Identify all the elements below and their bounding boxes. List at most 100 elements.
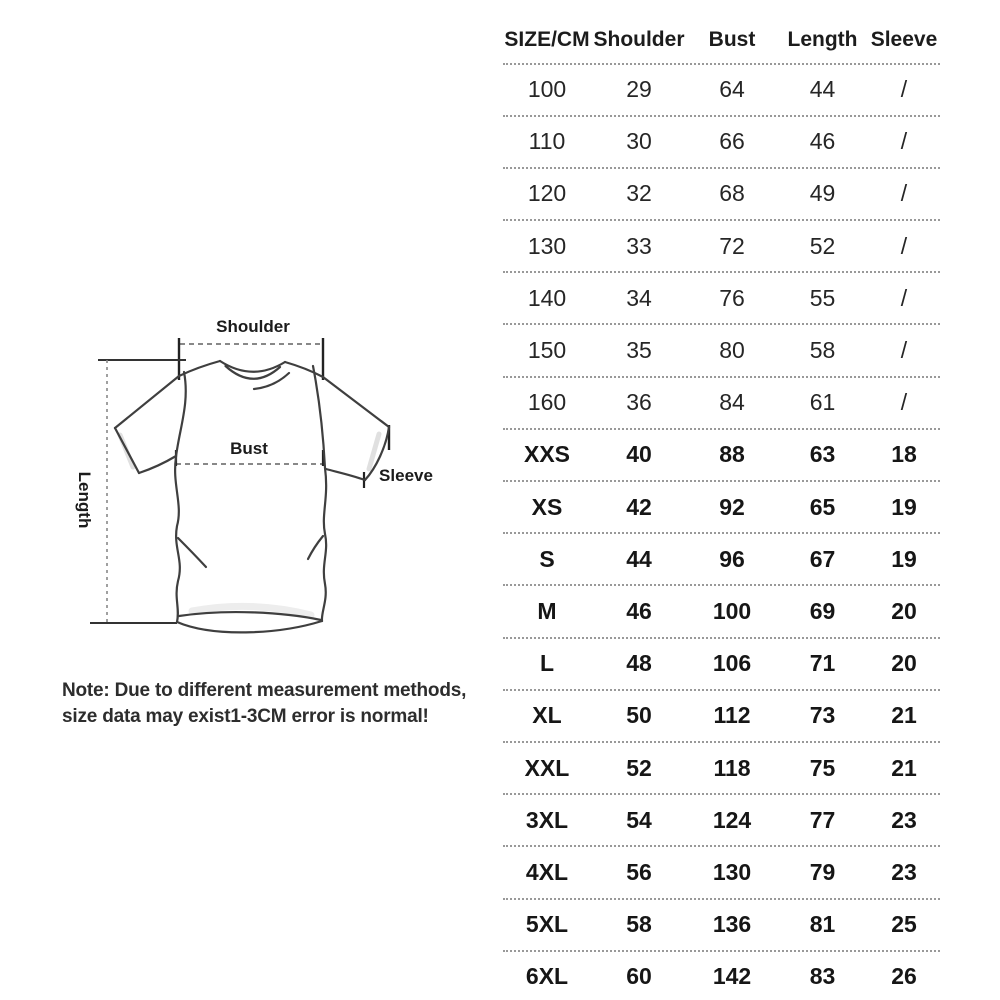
table-row: M 46 100 69 20: [503, 586, 940, 639]
measurement-cell: 88: [719, 441, 745, 468]
measurement-cell: 40: [626, 441, 652, 468]
shoulder-label: Shoulder: [216, 317, 290, 336]
size-label-cell: L: [539, 650, 555, 677]
measurement-cell: 136: [712, 911, 752, 938]
shirt-shading: [117, 431, 382, 619]
measurement-cell: /: [900, 180, 908, 207]
table-row: XS 42 92 65 19: [503, 482, 940, 535]
table-row: XL 50 112 73 21: [503, 691, 940, 743]
measurement-cell: 100: [712, 597, 752, 624]
table-row: 150 35 80 58 /: [503, 325, 940, 378]
measurement-cell: 63: [809, 441, 836, 468]
measurement-cell: 67: [809, 545, 836, 572]
measurement-cell: 80: [719, 337, 745, 364]
measurement-cell: 75: [809, 754, 836, 781]
table-row: 100 29 64 44 /: [503, 65, 940, 117]
measurement-cell: 32: [626, 180, 652, 207]
measurement-cell: 21: [891, 702, 917, 729]
measurement-cell: 23: [891, 806, 917, 833]
size-label-cell: M: [537, 597, 557, 624]
measurement-cell: 72: [719, 232, 745, 259]
size-label-cell: S: [539, 545, 555, 572]
measurement-cell: 83: [809, 963, 836, 990]
size-label-cell: 120: [527, 180, 567, 207]
measurement-cell: /: [900, 76, 908, 103]
note-line-1: Note: Due to different measurement metho…: [62, 680, 467, 701]
tshirt-diagram: [90, 338, 391, 634]
table-row: 4XL 56 130 79 23: [503, 847, 940, 900]
bust-label: Bust: [230, 439, 268, 458]
table-row: 110 30 66 46 /: [503, 117, 940, 169]
measurement-cell: 81: [809, 911, 836, 938]
measurement-cell: 33: [626, 232, 652, 259]
measurement-cell: /: [900, 389, 908, 416]
size-label-cell: 140: [527, 284, 567, 311]
measurement-cell: 20: [891, 597, 917, 624]
note-line-2: size data may exist1-3CM error is normal…: [62, 706, 429, 727]
measurement-cell: 61: [809, 389, 836, 416]
measurement-cell: 58: [626, 911, 652, 938]
header-shoulder: Shoulder: [593, 27, 685, 51]
header-length: Length: [787, 27, 858, 51]
measurement-cell: 46: [626, 597, 652, 624]
measurement-cell: 76: [719, 284, 745, 311]
measurement-cell: 42: [626, 493, 652, 520]
measurement-cell: 21: [891, 754, 917, 781]
table-row: 140 34 76 55 /: [503, 273, 940, 326]
measurement-cell: 65: [809, 493, 836, 520]
measurement-cell: 19: [891, 545, 917, 572]
size-label-cell: 6XL: [525, 963, 569, 990]
size-label-cell: 4XL: [525, 858, 569, 885]
table-row: 160 36 84 61 /: [503, 378, 940, 430]
measurement-cell: 44: [626, 545, 652, 572]
measurement-cell: 44: [809, 76, 836, 103]
table-row: 3XL 54 124 77 23: [503, 795, 940, 848]
header-size: SIZE/CM: [504, 27, 590, 51]
size-label-cell: 5XL: [525, 911, 569, 938]
table-row: 120 32 68 49 /: [503, 169, 940, 222]
measurement-cell: 60: [626, 963, 652, 990]
measurement-cell: 34: [626, 284, 652, 311]
measurement-cell: 52: [626, 754, 652, 781]
measurement-cell: 68: [719, 180, 745, 207]
measurement-cell: 50: [626, 702, 652, 729]
measurement-cell: 46: [809, 128, 836, 155]
measurement-cell: 118: [713, 754, 751, 781]
measurement-cell: /: [900, 337, 908, 364]
measurement-cell: 64: [719, 76, 745, 103]
table-row: XXS 40 88 63 18: [503, 430, 940, 482]
measurement-cell: /: [900, 232, 908, 259]
measurement-cell: 69: [809, 597, 836, 624]
measurement-cell: 25: [891, 911, 917, 938]
measurement-cell: 96: [719, 545, 745, 572]
note-text: Note: Due to different measurement metho…: [62, 678, 482, 730]
measurement-cell: 58: [809, 337, 836, 364]
measurement-cell: 48: [626, 650, 652, 677]
table-row: 5XL 58 136 81 25: [503, 900, 940, 952]
measurement-cell: 73: [809, 702, 836, 729]
table-row: L 48 106 71 20: [503, 639, 940, 691]
measurement-cell: 112: [713, 702, 751, 729]
measurement-cell: /: [900, 128, 908, 155]
measurement-cell: 92: [719, 493, 745, 520]
size-label-cell: 100: [527, 76, 567, 103]
size-label-cell: 3XL: [525, 806, 569, 833]
measurement-cell: 71: [809, 650, 836, 677]
measurement-cell: 77: [809, 806, 836, 833]
size-label-cell: 150: [527, 337, 567, 364]
measurement-cell: 36: [626, 389, 652, 416]
measurement-cell: 23: [891, 858, 917, 885]
measurement-cell: 106: [712, 650, 752, 677]
size-label-cell: 130: [527, 232, 567, 259]
header-sleeve: Sleeve: [870, 27, 938, 51]
measurement-cell: 56: [626, 858, 652, 885]
measurement-cell: /: [900, 284, 908, 311]
size-label-cell: XXL: [524, 754, 570, 781]
measurement-cell: 66: [719, 128, 745, 155]
table-row: S 44 96 67 19: [503, 534, 940, 587]
measurement-cell: 35: [626, 337, 652, 364]
measurement-cell: 20: [891, 650, 917, 677]
measurement-cell: 19: [891, 493, 917, 520]
sleeve-label: Sleeve: [379, 466, 433, 485]
